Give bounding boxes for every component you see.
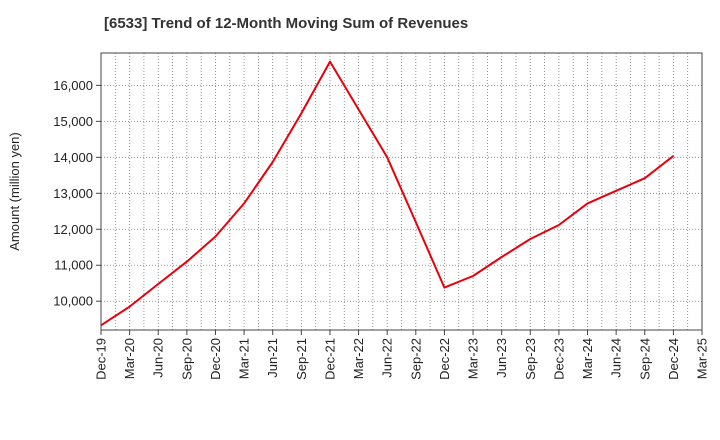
x-tick-label: Sep-22 — [408, 338, 423, 380]
x-tick-label: Jun-24 — [609, 338, 624, 378]
x-tick-label: Dec-21 — [322, 338, 337, 380]
chart-title: [6533] Trend of 12-Month Moving Sum of R… — [104, 15, 469, 32]
x-tick-label: Sep-23 — [523, 338, 538, 380]
x-tick-label: Sep-24 — [637, 338, 652, 380]
y-axis-label: Amount (million yen) — [7, 132, 22, 251]
x-tick-label: Sep-20 — [179, 338, 194, 380]
y-tick-label: 16,000 — [53, 78, 93, 93]
y-axis-ticks: 10,000 11,000 12,000 13,000 14,000 15,000 16,0… — [53, 78, 101, 309]
x-tick-label: Dec-23 — [551, 338, 566, 380]
x-tick-label: Dec-19 — [94, 338, 109, 380]
x-tick-label: Jun-23 — [494, 338, 509, 378]
x-axis-ticks: Dec-19 Mar-20 Jun-20 Sep-20 Dec-20 Mar-21 Jun-… — [94, 330, 710, 380]
revenue-series-line — [100, 60, 675, 327]
x-tick-label: Dec-20 — [208, 338, 223, 380]
x-tick-label: Jun-20 — [151, 338, 166, 378]
y-tick-label: 10,000 — [53, 294, 93, 309]
x-tick-label: Dec-22 — [437, 338, 452, 380]
y-tick-label: 11,000 — [54, 258, 93, 273]
x-tick-label: Jun-21 — [265, 338, 280, 378]
x-tick-label: Mar-23 — [466, 338, 481, 379]
plot-frame — [100, 52, 703, 331]
y-tick-label: 14,000 — [53, 150, 93, 165]
y-tick-label: 13,000 — [53, 186, 93, 201]
x-tick-label: Mar-22 — [351, 338, 366, 379]
x-tick-label: Jun-22 — [380, 338, 395, 378]
y-tick-label: 12,000 — [53, 222, 93, 237]
x-tick-label: Dec-24 — [666, 338, 681, 380]
y-tick-label: 15,000 — [53, 114, 93, 129]
x-tick-label: Mar-20 — [122, 338, 137, 379]
x-tick-label: Mar-21 — [237, 338, 252, 379]
x-tick-label: Mar-25 — [695, 338, 710, 379]
x-tick-label: Sep-21 — [294, 338, 309, 380]
x-tick-label: Mar-24 — [580, 338, 595, 379]
series-layer — [100, 60, 675, 327]
